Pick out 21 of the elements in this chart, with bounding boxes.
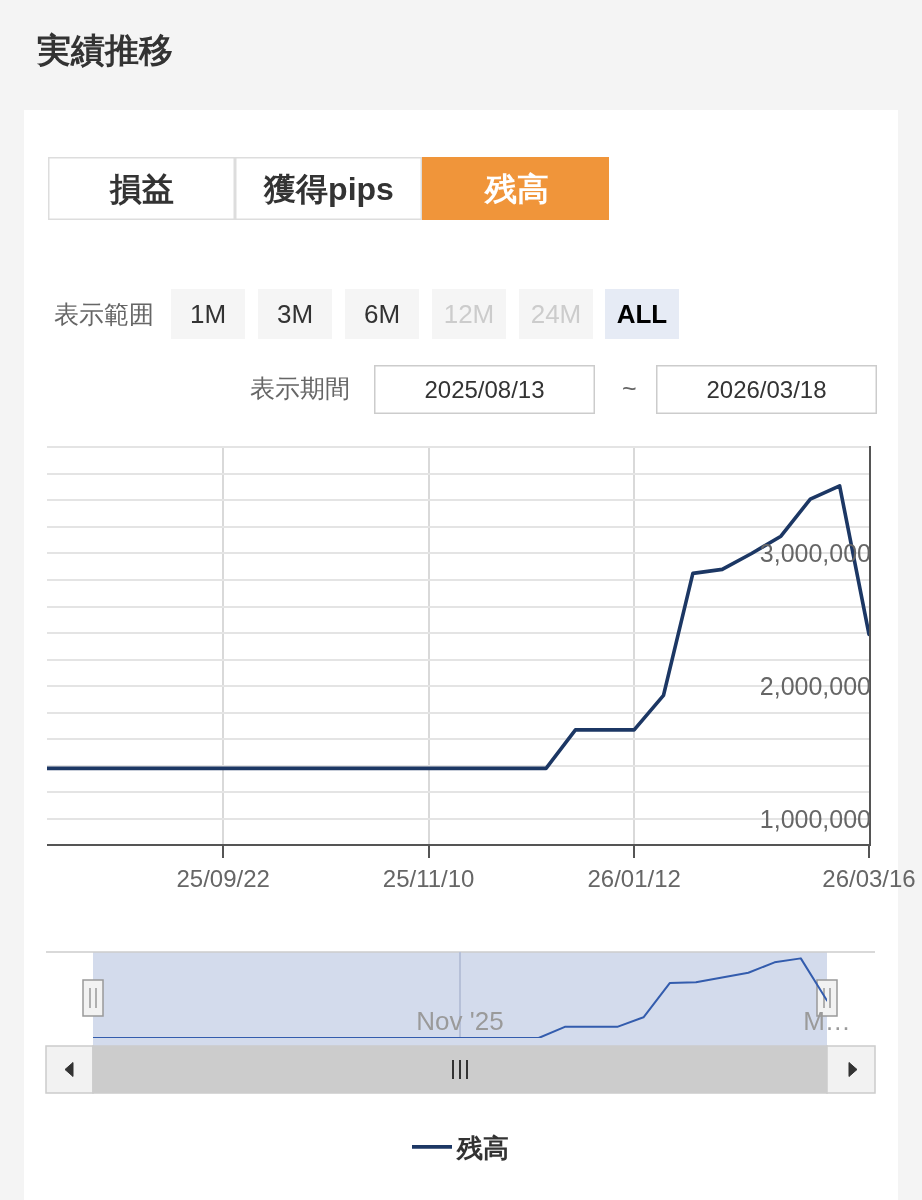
text: 3M — [276, 299, 314, 329]
text: 残高 — [482, 170, 549, 207]
text: ~ — [622, 374, 637, 402]
text: 2025/08/13 — [424, 376, 545, 403]
text: 表示期間 — [250, 374, 350, 402]
x-tick-label: 25/09/22 — [176, 864, 270, 892]
text: 1M — [189, 299, 227, 329]
text: 獲得pips — [263, 170, 394, 207]
text: 損益 — [109, 170, 174, 207]
text: 6M — [363, 299, 401, 329]
x-tick-label: Nov '25 — [416, 1005, 504, 1036]
x-tick-label: 26/01/12 — [587, 864, 681, 892]
line-series — [47, 484, 869, 771]
chart-title: 実績推移 — [36, 30, 173, 69]
text: ALL — [616, 299, 668, 329]
x-tick-label: 25/11/10 — [382, 864, 475, 892]
legend-label: 残高 — [456, 1133, 509, 1164]
x-tick-label: M… — [803, 1005, 851, 1036]
text: 表示範囲 — [54, 300, 154, 328]
x-tick-label: 26/03/16 — [822, 864, 916, 892]
text: 2026/03/18 — [706, 376, 827, 403]
